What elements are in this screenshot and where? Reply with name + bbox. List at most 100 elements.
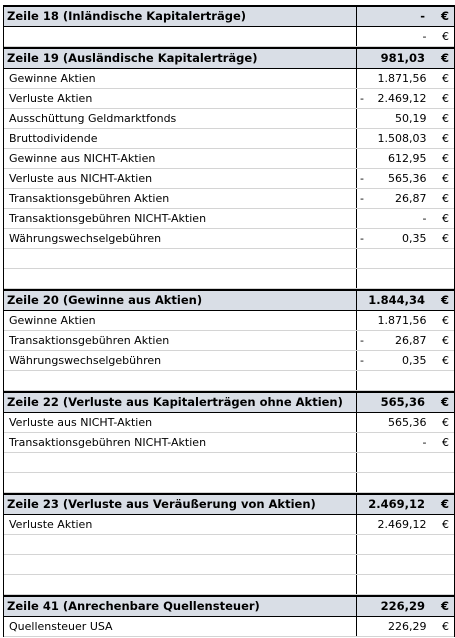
row-label-cell: Transaktionsgebühren Aktien <box>4 189 357 208</box>
row-label-cell: Verluste aus NICHT-Aktien <box>4 413 357 432</box>
row-label-cell: Gewinne Aktien <box>4 69 357 88</box>
row-label: Gewinne Aktien <box>9 72 96 85</box>
row-value: - € <box>422 436 449 449</box>
row-label-cell: Verluste Aktien <box>4 89 357 108</box>
row-label: Währungswechselgebühren <box>9 232 162 245</box>
section-total-cell: 1.844,34 € <box>357 291 454 310</box>
row-label-cell: Verluste Aktien <box>4 515 357 534</box>
empty-row <box>4 249 454 269</box>
empty-cell <box>4 473 357 492</box>
empty-row <box>4 473 454 493</box>
value-sign: - <box>360 334 364 347</box>
row-value: 612,95 € <box>388 152 449 165</box>
row-value: 0,35 € <box>402 354 449 367</box>
table-row: Transaktionsgebühren NICHT-Aktien - € <box>4 433 454 453</box>
row-label-cell: Verluste aus NICHT-Aktien <box>4 169 357 188</box>
section: Zeile 23 (Verluste aus Veräußerung von A… <box>4 493 454 595</box>
row-value-cell: 1.871,56 € <box>357 69 454 88</box>
empty-cell <box>357 249 454 268</box>
row-label-cell: Bruttodividende <box>4 129 357 148</box>
empty-cell <box>357 269 454 288</box>
row-label-cell: Ausschüttung Geldmarktfonds <box>4 109 357 128</box>
row-label-cell: Transaktionsgebühren Aktien <box>4 331 357 350</box>
row-label: Transaktionsgebühren Aktien <box>9 192 170 205</box>
row-value-cell: - 0,35 € <box>357 351 454 370</box>
row-value-cell: - € <box>357 433 454 452</box>
section: Zeile 22 (Verluste aus Kapitalerträgen o… <box>4 391 454 493</box>
row-value-cell: - € <box>357 209 454 228</box>
table-row: Währungswechselgebühren - 0,35 € <box>4 229 454 249</box>
row-value-cell: 1.871,56 € <box>357 311 454 330</box>
section-total: 2.469,12 € <box>368 497 449 511</box>
section-title: Zeile 20 (Gewinne aus Aktien) <box>4 291 357 310</box>
table-row: Gewinne aus NICHT-Aktien 612,95 € <box>4 149 454 169</box>
row-value-cell: -2.469,12 € <box>357 89 454 108</box>
row-label-cell: Quellensteuer USA <box>4 617 357 636</box>
empty-row <box>4 371 454 391</box>
empty-cell <box>4 555 357 574</box>
row-value-cell: 2.469,12 € <box>357 515 454 534</box>
row-label-cell: Gewinne Aktien <box>4 311 357 330</box>
empty-cell <box>357 535 454 554</box>
section-title: Zeile 18 (Inländische Kapitalerträge) <box>4 7 357 26</box>
empty-cell <box>357 473 454 492</box>
section-total-cell: 226,29 € <box>357 597 454 616</box>
section-total: 226,29 € <box>380 599 449 613</box>
row-label: Gewinne Aktien <box>9 314 96 327</box>
row-label: Verluste Aktien <box>9 92 93 105</box>
section-header: Zeile 19 (Ausländische Kapitalerträge) 98… <box>4 47 454 69</box>
row-value: 1.508,03 € <box>377 132 449 145</box>
empty-cell <box>357 453 454 472</box>
empty-cell <box>357 555 454 574</box>
row-label-cell: Transaktionsgebühren NICHT-Aktien <box>4 209 357 228</box>
value-sign: - <box>360 232 364 245</box>
empty-cell <box>4 249 357 268</box>
row-value-cell: - 565,36 € <box>357 169 454 188</box>
row-label: Verluste aus NICHT-Aktien <box>9 172 153 185</box>
row-label: Quellensteuer USA <box>9 620 113 633</box>
table-row: - € <box>4 27 454 47</box>
row-label: Währungswechselgebühren <box>9 354 162 367</box>
table-row: Gewinne Aktien 1.871,56 € <box>4 69 454 89</box>
table-row: Transaktionsgebühren Aktien - 26,87 € <box>4 189 454 209</box>
empty-row <box>4 555 454 575</box>
value-sign: - <box>360 354 364 367</box>
row-label-cell <box>4 27 357 46</box>
table-row: Verluste aus NICHT-Aktien - 565,36 € <box>4 169 454 189</box>
section-header: Zeile 41 (Anrechenbare Quellensteuer) 226… <box>4 595 454 617</box>
row-label-cell: Gewinne aus NICHT-Aktien <box>4 149 357 168</box>
section-total-cell: 981,03 € <box>357 49 454 68</box>
row-value: 2.469,12 € <box>377 518 449 531</box>
section-title: Zeile 19 (Ausländische Kapitalerträge) <box>4 49 357 68</box>
section-total: 565,36 € <box>380 395 449 409</box>
table-row: Gewinne Aktien 1.871,56 € <box>4 311 454 331</box>
row-value-cell: 565,36 € <box>357 413 454 432</box>
section: Zeile 18 (Inländische Kapitalerträge) - €… <box>4 5 454 47</box>
row-value-cell: 50,19 € <box>357 109 454 128</box>
row-label: Gewinne aus NICHT-Aktien <box>9 152 156 165</box>
table: Zeile 18 (Inländische Kapitalerträge) - €… <box>3 5 455 637</box>
row-value: 1.871,56 € <box>377 314 449 327</box>
row-value-cell: - 26,87 € <box>357 331 454 350</box>
value-sign: - <box>360 192 364 205</box>
row-value: - € <box>422 30 449 43</box>
row-value-cell: - 26,87 € <box>357 189 454 208</box>
empty-cell <box>357 575 454 594</box>
empty-cell <box>4 453 357 472</box>
row-label: Transaktionsgebühren Aktien <box>9 334 170 347</box>
empty-row <box>4 535 454 555</box>
row-value-cell: - € <box>357 27 454 46</box>
row-value-cell: 612,95 € <box>357 149 454 168</box>
empty-cell <box>4 575 357 594</box>
table-row: Währungswechselgebühren - 0,35 € <box>4 351 454 371</box>
row-value: - € <box>422 212 449 225</box>
section-title: Zeile 41 (Anrechenbare Quellensteuer) <box>4 597 357 616</box>
empty-row <box>4 453 454 473</box>
row-value: 50,19 € <box>395 112 449 125</box>
row-value: 565,36 € <box>388 416 449 429</box>
section: Zeile 41 (Anrechenbare Quellensteuer) 226… <box>4 595 454 637</box>
row-label: Verluste Aktien <box>9 518 93 531</box>
section-total-cell: 2.469,12 € <box>357 495 454 514</box>
empty-cell <box>4 535 357 554</box>
